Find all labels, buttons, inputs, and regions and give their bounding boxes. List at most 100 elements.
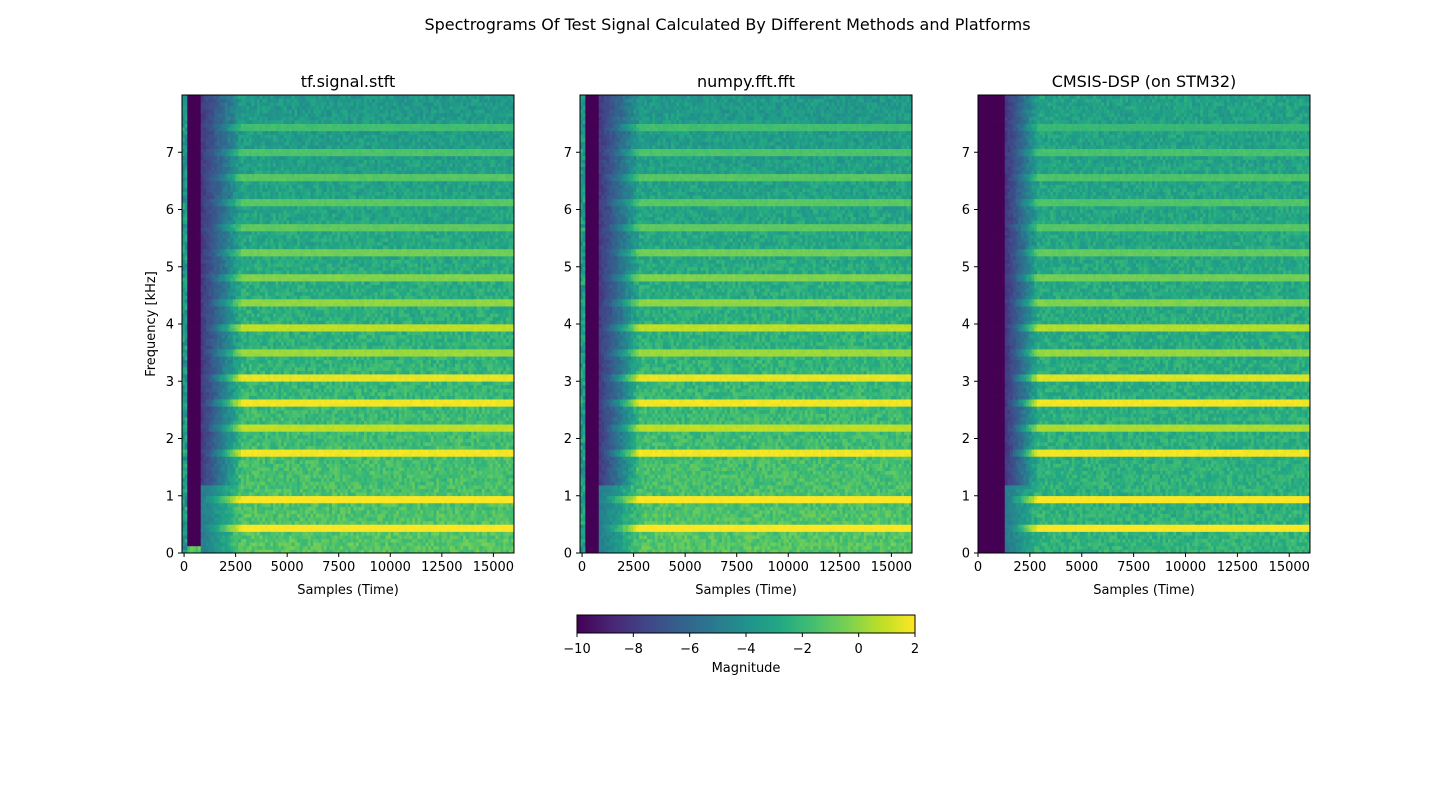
heatmap-cell (201, 335, 204, 339)
heatmap-cell (190, 152, 193, 156)
heatmap-cell (185, 245, 188, 249)
heatmap-cell (222, 131, 225, 135)
heatmap-cell (219, 159, 222, 163)
heatmap-cell (193, 431, 196, 435)
heatmap-cell (217, 374, 220, 378)
heatmap-cell (228, 338, 231, 342)
heatmap-cell (219, 303, 222, 307)
heatmap-cell (219, 310, 222, 314)
heatmap-cell (228, 331, 231, 335)
heatmap-cell (203, 199, 206, 203)
heatmap-cell (236, 231, 239, 235)
heatmap-cell (193, 353, 196, 357)
heatmap-cell (214, 353, 217, 357)
heatmap-cell (185, 195, 188, 199)
heatmap-cell (230, 456, 233, 460)
heatmap-cell (233, 285, 236, 289)
heatmap-cell (198, 446, 201, 450)
heatmap-cell (201, 95, 204, 99)
heatmap-cell (201, 371, 204, 375)
heatmap-cell (222, 428, 225, 432)
heatmap-cell (190, 277, 193, 281)
heatmap-cell (198, 170, 201, 174)
heatmap-cell (217, 174, 220, 178)
heatmap-cell (230, 353, 233, 357)
heatmap-cell (233, 127, 236, 131)
heatmap-cell (211, 170, 214, 174)
heatmap-cell (233, 532, 236, 536)
heatmap-cell (185, 174, 188, 178)
heatmap-cell (233, 310, 236, 314)
heatmap-cell (193, 356, 196, 360)
figure-suptitle: Spectrograms Of Test Signal Calculated B… (424, 15, 1030, 34)
heatmap-cell (211, 202, 214, 206)
heatmap-cell (187, 220, 190, 224)
heatmap-cell (190, 367, 193, 371)
heatmap-cell (211, 360, 214, 364)
heatmap-cell (233, 378, 236, 382)
heatmap-cell (233, 385, 236, 389)
heatmap-cell (203, 224, 206, 228)
heatmap-cell (190, 199, 193, 203)
heatmap-cell (228, 410, 231, 414)
heatmap-cell (206, 514, 209, 518)
heatmap-cell (228, 145, 231, 149)
heatmap-cell (187, 106, 190, 110)
heatmap-cell (238, 496, 241, 500)
heatmap-cell (206, 353, 209, 357)
heatmap-cell (193, 449, 196, 453)
heatmap-cell (195, 235, 198, 239)
heatmap-cell (222, 546, 225, 550)
heatmap-cell (225, 106, 228, 110)
heatmap-cell (201, 174, 204, 178)
heatmap-cell (206, 320, 209, 324)
heatmap-cell (230, 206, 233, 210)
heatmap-cell (185, 277, 188, 281)
heatmap-cell (206, 388, 209, 392)
heatmap-cell (225, 524, 228, 528)
heatmap-cell (206, 134, 209, 138)
heatmap-cell (222, 303, 225, 307)
heatmap-cell (228, 127, 231, 131)
heatmap-cell (236, 399, 239, 403)
heatmap-cell (238, 217, 241, 221)
heatmap-cell (233, 464, 236, 468)
heatmap-cell (203, 320, 206, 324)
heatmap-cell (198, 349, 201, 353)
heatmap-cell (230, 156, 233, 160)
heatmap-cell (190, 267, 193, 271)
heatmap-cell (185, 145, 188, 149)
heatmap-cell (225, 152, 228, 156)
heatmap-cell (211, 184, 214, 188)
heatmap-cell (217, 421, 220, 425)
heatmap-cell (201, 506, 204, 510)
heatmap-cell (198, 474, 201, 478)
heatmap-cell (222, 227, 225, 231)
heatmap-cell (217, 424, 220, 428)
heatmap-cell (195, 460, 198, 464)
heatmap-cell (185, 338, 188, 342)
heatmap-cell (236, 410, 239, 414)
heatmap-cell (193, 517, 196, 521)
heatmap-cell (206, 149, 209, 153)
heatmap-cell (193, 231, 196, 235)
heatmap-cell (225, 546, 228, 550)
heatmap-cell (206, 224, 209, 228)
heatmap-cell (190, 392, 193, 396)
heatmap-cell (230, 124, 233, 128)
heatmap-cell (228, 113, 231, 117)
heatmap-cell (203, 202, 206, 206)
heatmap-cell (185, 263, 188, 267)
heatmap-cell (217, 431, 220, 435)
heatmap-cell (195, 224, 198, 228)
heatmap-cell (233, 245, 236, 249)
heatmap-cell (198, 374, 201, 378)
heatmap-cell (193, 131, 196, 135)
heatmap-cell (203, 317, 206, 321)
heatmap-cell (230, 464, 233, 468)
heatmap-cell (211, 542, 214, 546)
heatmap-cell (233, 120, 236, 124)
heatmap-cell (230, 177, 233, 181)
heatmap-cell (198, 184, 201, 188)
heatmap-cell (233, 210, 236, 214)
